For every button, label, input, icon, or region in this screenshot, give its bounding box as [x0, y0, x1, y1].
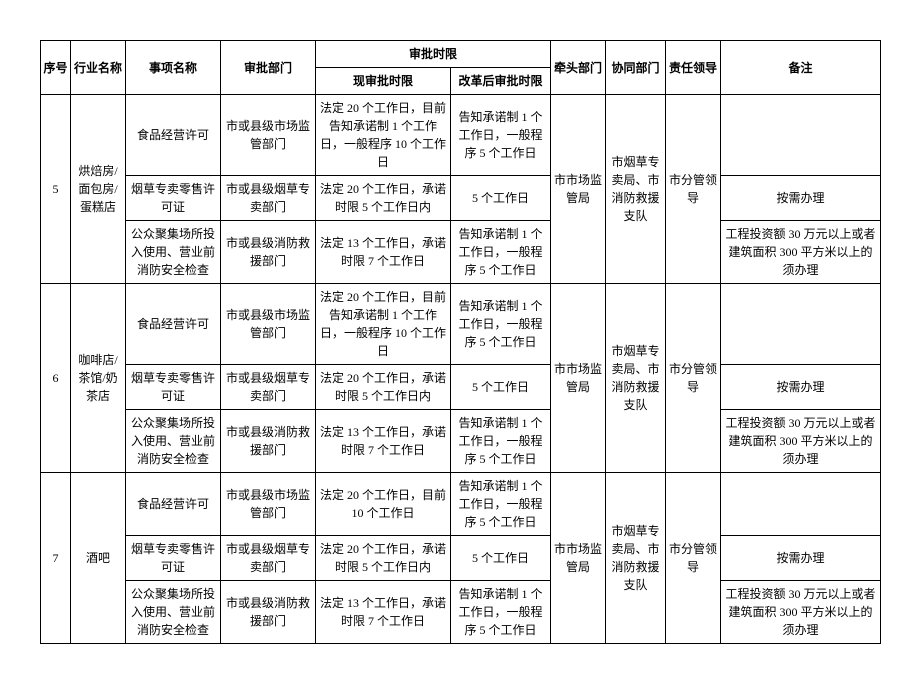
cell-industry: 烘焙房/面包房/蛋糕店 [71, 95, 126, 284]
cell-dept: 市或县级烟草专卖部门 [221, 365, 316, 410]
header-assist-dept: 协同部门 [606, 41, 666, 95]
cell-note [721, 95, 881, 176]
cell-seq: 6 [41, 284, 71, 473]
cell-item: 食品经营许可 [126, 95, 221, 176]
cell-note: 按需办理 [721, 536, 881, 581]
cell-seq: 5 [41, 95, 71, 284]
cell-seq: 7 [41, 473, 71, 644]
cell-reform: 5 个工作日 [451, 536, 551, 581]
cell-industry: 咖啡店/茶馆/奶茶店 [71, 284, 126, 473]
header-lead-dept: 牵头部门 [551, 41, 606, 95]
cell-current: 法定 20 个工作日，承诺时限 5 个工作日内 [316, 176, 451, 221]
cell-reform: 5 个工作日 [451, 365, 551, 410]
cell-dept: 市或县级市场监管部门 [221, 284, 316, 365]
cell-reform: 告知承诺制 1 个工作日，一般程序 5 个工作日 [451, 284, 551, 365]
table-row: 公众聚集场所投入使用、营业前消防安全检查市或县级消防救援部门法定 13 个工作日… [41, 410, 881, 473]
cell-item: 烟草专卖零售许可证 [126, 365, 221, 410]
table-row: 6咖啡店/茶馆/奶茶店食品经营许可市或县级市场监管部门法定 20 个工作日，目前… [41, 284, 881, 365]
cell-resp-leader: 市分管领导 [666, 473, 721, 644]
cell-lead-dept: 市市场监管局 [551, 284, 606, 473]
cell-resp-leader: 市分管领导 [666, 95, 721, 284]
header-approval-time: 审批时限 [316, 41, 551, 68]
cell-reform: 告知承诺制 1 个工作日，一般程序 5 个工作日 [451, 221, 551, 284]
header-reform: 改革后审批时限 [451, 68, 551, 95]
table-row: 烟草专卖零售许可证市或县级烟草专卖部门法定 20 个工作日，承诺时限 5 个工作… [41, 365, 881, 410]
cell-lead-dept: 市市场监管局 [551, 95, 606, 284]
cell-industry: 酒吧 [71, 473, 126, 644]
cell-note: 按需办理 [721, 176, 881, 221]
cell-current: 法定 13 个工作日，承诺时限 7 个工作日 [316, 221, 451, 284]
cell-dept: 市或县级市场监管部门 [221, 473, 316, 536]
cell-dept: 市或县级消防救援部门 [221, 581, 316, 644]
table-header: 序号 行业名称 事项名称 审批部门 审批时限 牵头部门 协同部门 责任领导 备注… [41, 41, 881, 95]
cell-lead-dept: 市市场监管局 [551, 473, 606, 644]
table-row: 烟草专卖零售许可证市或县级烟草专卖部门法定 20 个工作日，承诺时限 5 个工作… [41, 176, 881, 221]
table-row: 公众聚集场所投入使用、营业前消防安全检查市或县级消防救援部门法定 13 个工作日… [41, 581, 881, 644]
cell-item: 公众聚集场所投入使用、营业前消防安全检查 [126, 221, 221, 284]
cell-resp-leader: 市分管领导 [666, 284, 721, 473]
table-body: 5烘焙房/面包房/蛋糕店食品经营许可市或县级市场监管部门法定 20 个工作日，目… [41, 95, 881, 644]
cell-note [721, 473, 881, 536]
cell-note: 工程投资额 30 万元以上或者建筑面积 300 平方米以上的须办理 [721, 581, 881, 644]
cell-reform: 告知承诺制 1 个工作日，一般程序 5 个工作日 [451, 95, 551, 176]
header-seq: 序号 [41, 41, 71, 95]
cell-current: 法定 20 个工作日，目前告知承诺制 1 个工作日，一般程序 10 个工作日 [316, 284, 451, 365]
cell-item: 烟草专卖零售许可证 [126, 176, 221, 221]
cell-current: 法定 13 个工作日，承诺时限 7 个工作日 [316, 410, 451, 473]
cell-note: 工程投资额 30 万元以上或者建筑面积 300 平方米以上的须办理 [721, 410, 881, 473]
cell-item: 烟草专卖零售许可证 [126, 536, 221, 581]
cell-dept: 市或县级消防救援部门 [221, 410, 316, 473]
cell-item: 食品经营许可 [126, 473, 221, 536]
cell-reform: 告知承诺制 1 个工作日，一般程序 5 个工作日 [451, 473, 551, 536]
table-row: 烟草专卖零售许可证市或县级烟草专卖部门法定 20 个工作日，承诺时限 5 个工作… [41, 536, 881, 581]
cell-note: 按需办理 [721, 365, 881, 410]
cell-assist-dept: 市烟草专卖局、市消防救援支队 [606, 95, 666, 284]
header-note: 备注 [721, 41, 881, 95]
cell-reform: 告知承诺制 1 个工作日，一般程序 5 个工作日 [451, 581, 551, 644]
table-row: 7酒吧食品经营许可市或县级市场监管部门法定 20 个工作日，目前 10 个工作日… [41, 473, 881, 536]
cell-assist-dept: 市烟草专卖局、市消防救援支队 [606, 284, 666, 473]
cell-dept: 市或县级烟草专卖部门 [221, 536, 316, 581]
cell-item: 食品经营许可 [126, 284, 221, 365]
cell-current: 法定 20 个工作日，承诺时限 5 个工作日内 [316, 365, 451, 410]
header-current: 现审批时限 [316, 68, 451, 95]
cell-reform: 5 个工作日 [451, 176, 551, 221]
table-row: 5烘焙房/面包房/蛋糕店食品经营许可市或县级市场监管部门法定 20 个工作日，目… [41, 95, 881, 176]
cell-dept: 市或县级烟草专卖部门 [221, 176, 316, 221]
cell-current: 法定 13 个工作日，承诺时限 7 个工作日 [316, 581, 451, 644]
header-resp-leader: 责任领导 [666, 41, 721, 95]
cell-dept: 市或县级市场监管部门 [221, 95, 316, 176]
cell-note: 工程投资额 30 万元以上或者建筑面积 300 平方米以上的须办理 [721, 221, 881, 284]
cell-item: 公众聚集场所投入使用、营业前消防安全检查 [126, 410, 221, 473]
approval-table: 序号 行业名称 事项名称 审批部门 审批时限 牵头部门 协同部门 责任领导 备注… [40, 40, 881, 644]
cell-item: 公众聚集场所投入使用、营业前消防安全检查 [126, 581, 221, 644]
cell-current: 法定 20 个工作日，目前告知承诺制 1 个工作日，一般程序 10 个工作日 [316, 95, 451, 176]
cell-reform: 告知承诺制 1 个工作日，一般程序 5 个工作日 [451, 410, 551, 473]
cell-dept: 市或县级消防救援部门 [221, 221, 316, 284]
cell-current: 法定 20 个工作日，目前 10 个工作日 [316, 473, 451, 536]
header-dept: 审批部门 [221, 41, 316, 95]
cell-current: 法定 20 个工作日，承诺时限 5 个工作日内 [316, 536, 451, 581]
header-industry: 行业名称 [71, 41, 126, 95]
cell-assist-dept: 市烟草专卖局、市消防救援支队 [606, 473, 666, 644]
cell-note [721, 284, 881, 365]
table-row: 公众聚集场所投入使用、营业前消防安全检查市或县级消防救援部门法定 13 个工作日… [41, 221, 881, 284]
header-item: 事项名称 [126, 41, 221, 95]
